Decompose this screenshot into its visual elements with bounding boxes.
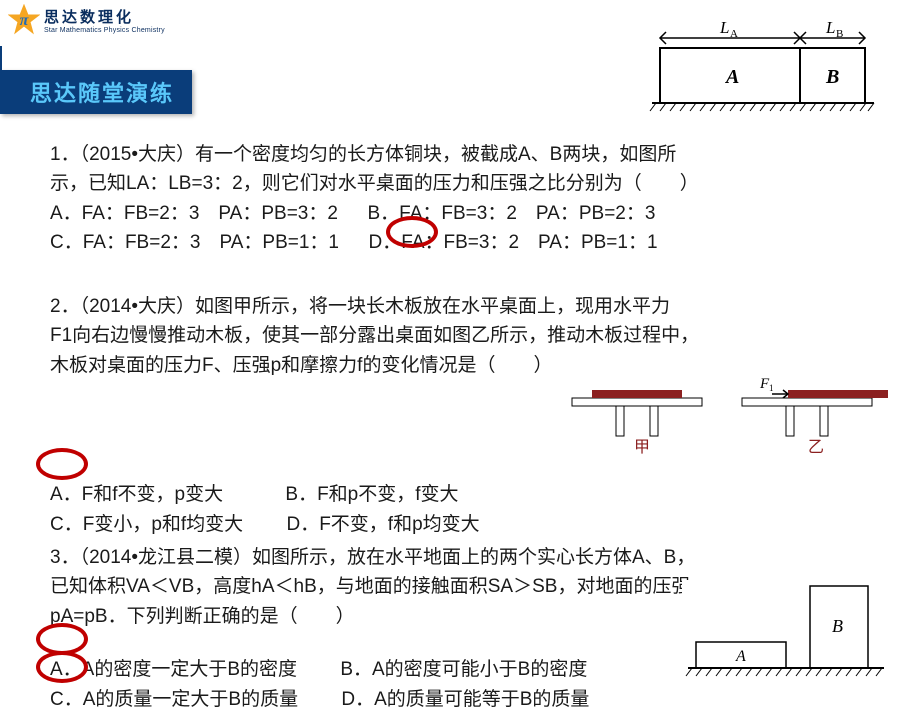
q1-stem-line1: 1．（2015•大庆）有一个密度均匀的长方体铜块，被截成A、B两块，如图所 <box>50 140 890 169</box>
q2-option-b: B．F和p不变，f变大 <box>285 484 458 505</box>
q2-diagram: 甲 F 1 乙 <box>562 370 892 460</box>
logo-star-icon: π <box>8 4 40 36</box>
q1-option-c: C．FA：FB=2：3 PA：PB=1：1 <box>50 232 339 253</box>
q3-answer-circle-c <box>36 651 88 683</box>
q2-option-a: A．F和f不变，p变大 <box>50 484 223 505</box>
svg-text:乙: 乙 <box>808 439 824 456</box>
q3-option-b: B．A的密度可能小于B的密度 <box>340 659 587 680</box>
svg-text:A: A <box>730 28 738 40</box>
q3-option-d: D．A的质量可能等于B的质量 <box>341 689 589 710</box>
svg-text:A: A <box>724 66 739 88</box>
q2-stem-line2: F1向右边慢慢推动木板，使其一部分露出桌面如图乙所示，推动木板过程中， <box>50 321 890 350</box>
logo-en-text: Star Mathematics Physics Chemistry <box>44 27 165 34</box>
svg-text:A: A <box>735 648 746 665</box>
q2-answer-circle <box>36 448 88 480</box>
svg-text:1: 1 <box>769 383 774 393</box>
logo-cn-text: 思达数理化 <box>44 6 165 27</box>
q2-stem-line1: 2．（2014•大庆）如图甲所示，将一块长木板放在水平桌面上，现用水平力 <box>50 292 890 321</box>
q3-stem-line1: 3．（2014•龙江县二模）如图所示，放在水平地面上的两个实心长方体A、B， <box>50 543 890 572</box>
q2-option-d: D．F不变，f和p均变大 <box>286 514 479 535</box>
svg-text:B: B <box>832 616 843 636</box>
svg-text:B: B <box>825 66 839 88</box>
svg-text:甲: 甲 <box>634 439 650 456</box>
q1-option-a: A．FA：FB=2：3 PA：PB=3：2 <box>50 203 338 224</box>
q3-diagram: A B <box>682 580 892 680</box>
svg-text:L: L <box>825 18 835 37</box>
q1-stem-line2: 示，已知LA：LB=3：2，则它们对水平桌面的压力和压强之比分别为（ ） <box>50 169 890 198</box>
brand-logo: π 思达数理化 Star Mathematics Physics Chemist… <box>8 4 165 36</box>
section-banner: 思达随堂演练 <box>0 70 192 114</box>
q1-answer-circle <box>386 216 438 248</box>
svg-text:B: B <box>836 28 843 40</box>
side-accent <box>0 46 2 70</box>
svg-text:π: π <box>20 12 30 29</box>
svg-text:L: L <box>719 18 729 37</box>
q1-diagram: L A L B A B <box>640 18 880 118</box>
q2-option-c: C．F变小，p和f均变大 <box>50 514 243 535</box>
question-1: 1．（2015•大庆）有一个密度均匀的长方体铜块，被截成A、B两块，如图所 示，… <box>50 140 890 258</box>
q3-option-c: C．A的质量一定大于B的质量 <box>50 689 298 710</box>
